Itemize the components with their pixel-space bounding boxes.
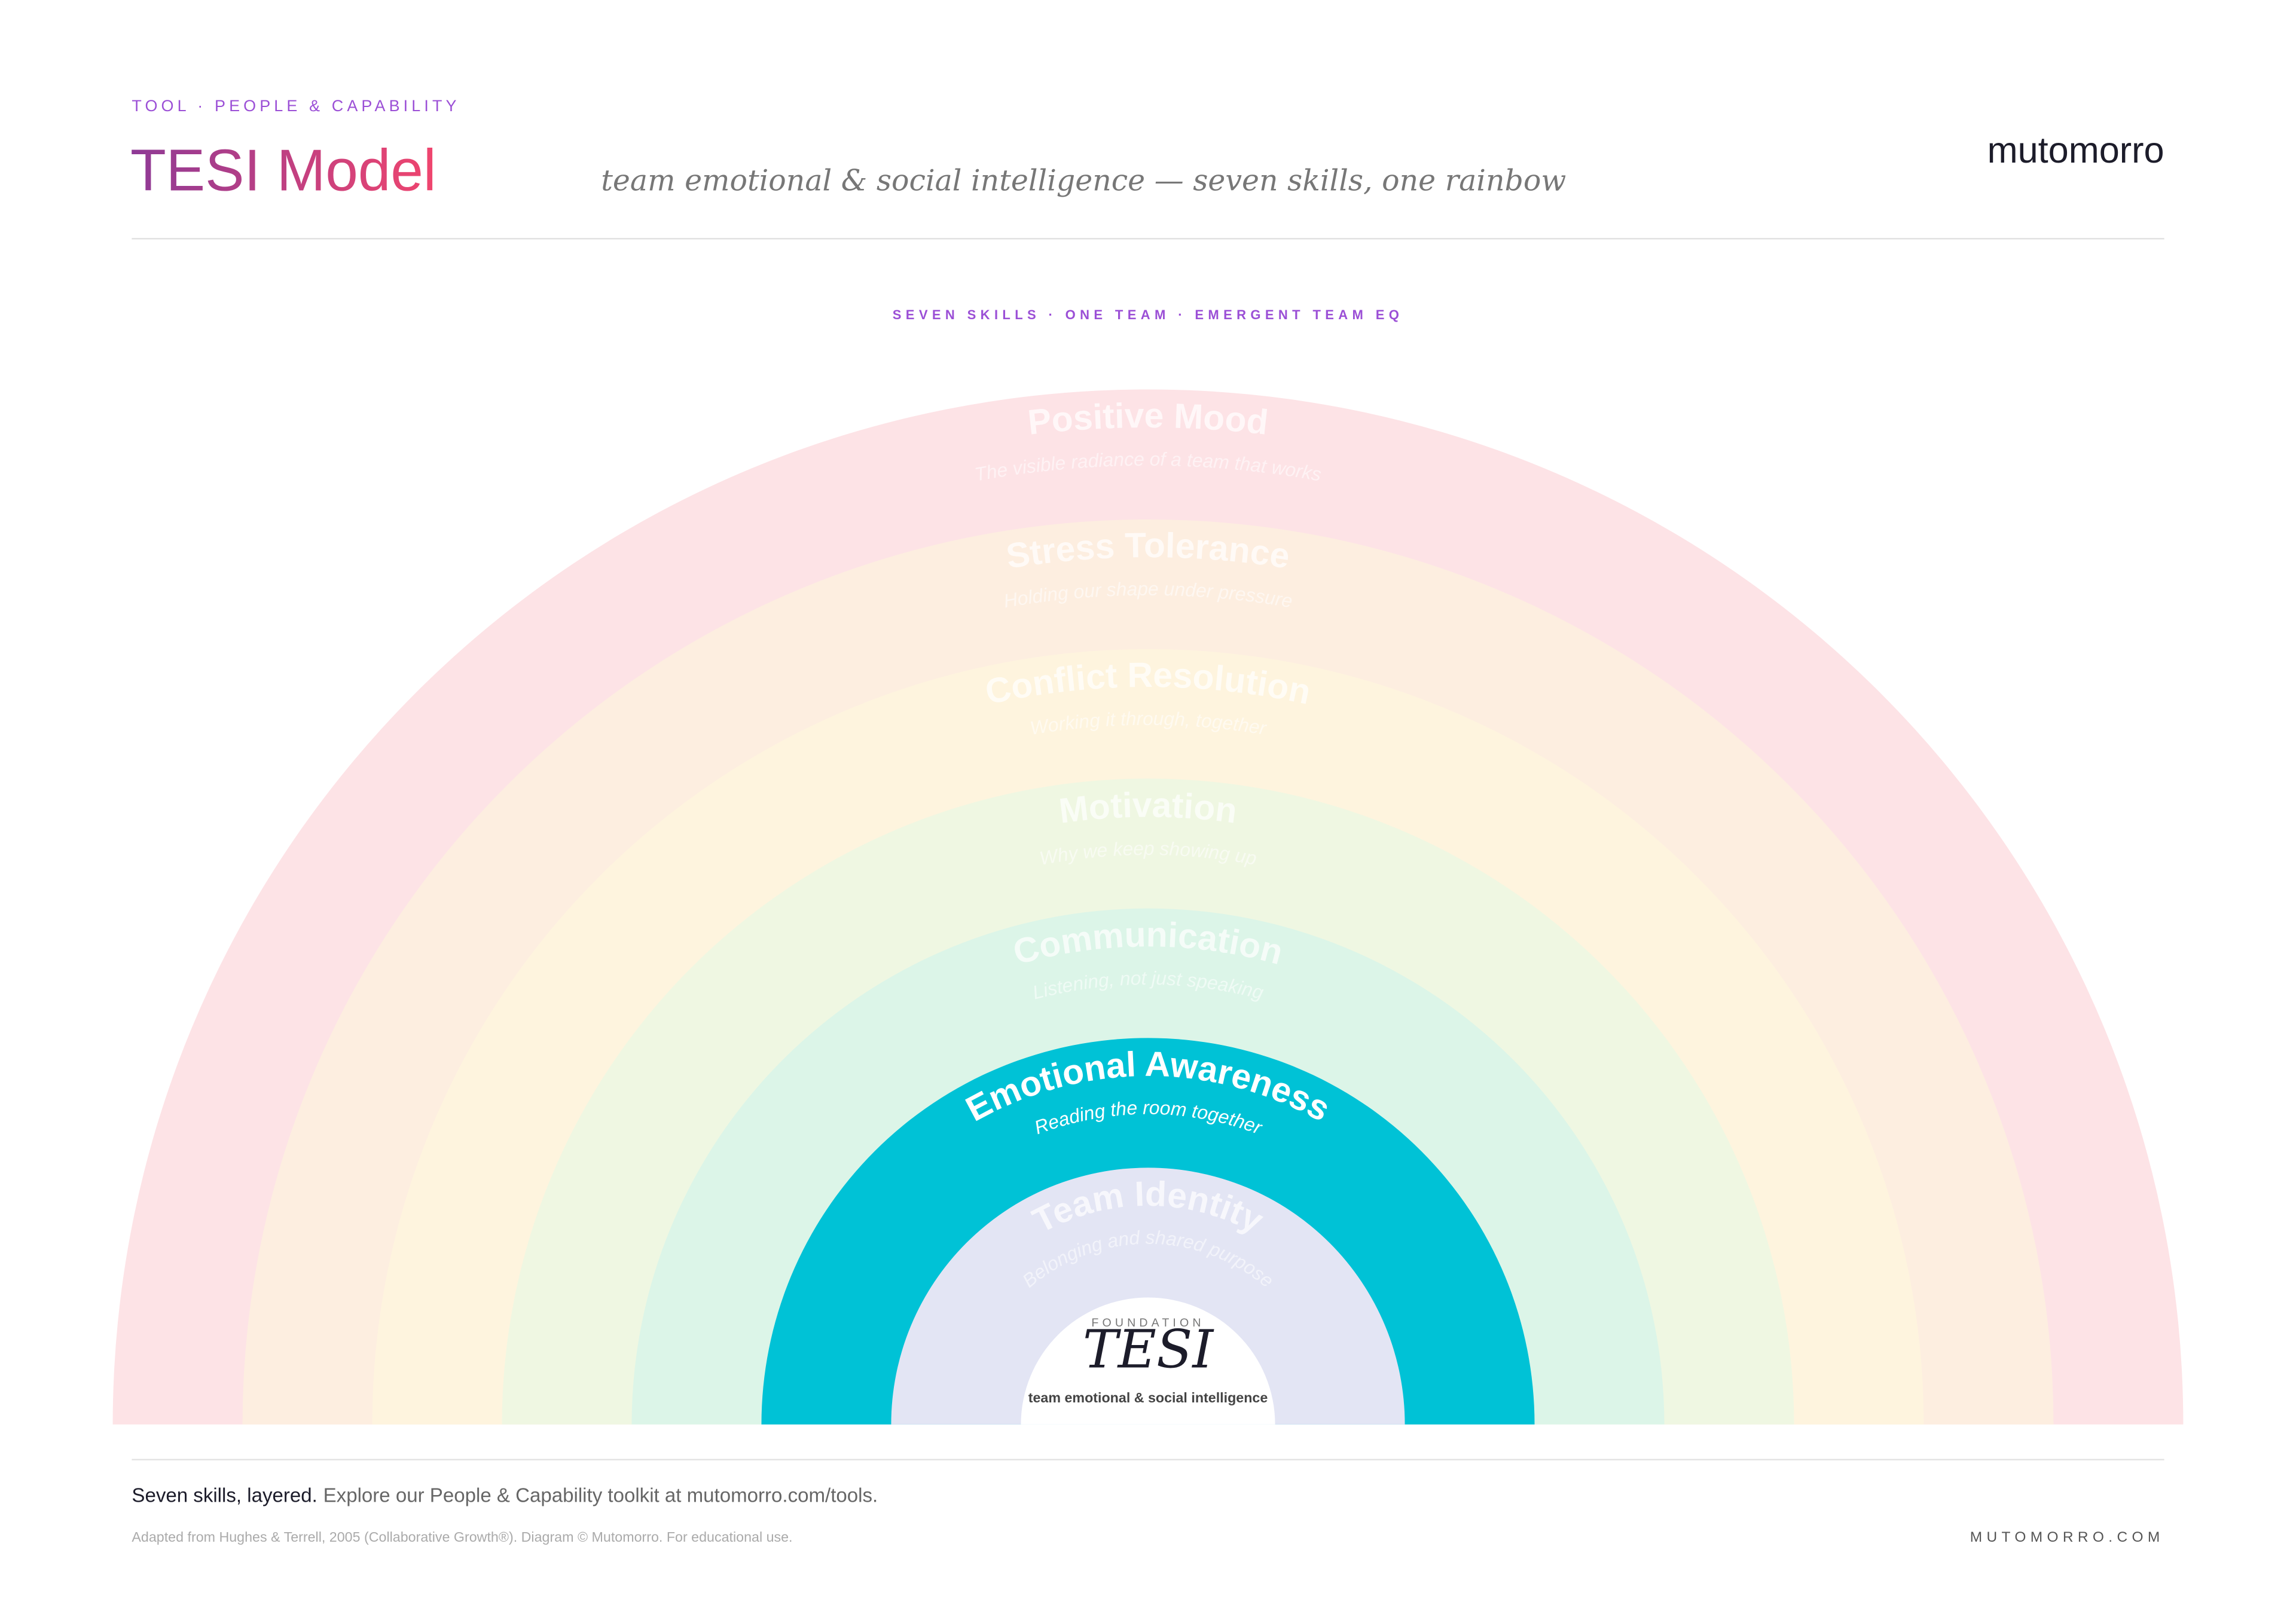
footer-lead: Seven skills, layered.	[132, 1485, 317, 1507]
ring-title-path: Motivation	[1057, 785, 1239, 830]
center-title: TESI	[1083, 1318, 1215, 1380]
center-caption: team emotional & social intelligence	[1028, 1390, 1268, 1405]
brand: mutomorro	[1987, 130, 2164, 170]
footer-text: Explore our People & Capability toolkit …	[323, 1485, 878, 1507]
tagline: SEVEN SKILLS · ONE TEAM · EMERGENT TEAM …	[893, 307, 1404, 322]
ring-title: Positive Mood	[1026, 396, 1270, 442]
kicker: TOOL · PEOPLE & CAPABILITY	[132, 97, 460, 115]
footer-line: Seven skills, layered. Explore our People…	[132, 1485, 878, 1507]
credit: Adapted from Hughes & Terrell, 2005 (Col…	[132, 1529, 792, 1545]
title: TESI Model	[130, 137, 436, 203]
site: MUTOMORRO.COM	[1970, 1529, 2164, 1545]
ring-band	[891, 1167, 1405, 1425]
ring-title-path: Positive Mood	[1026, 396, 1270, 442]
rainbow	[112, 389, 2184, 1425]
center-disc	[1021, 1297, 1275, 1425]
center-kicker: FOUNDATION	[1091, 1316, 1204, 1329]
subtitle: team emotional & social intelligence — s…	[601, 163, 1566, 197]
ring-title: Motivation	[1057, 785, 1239, 830]
